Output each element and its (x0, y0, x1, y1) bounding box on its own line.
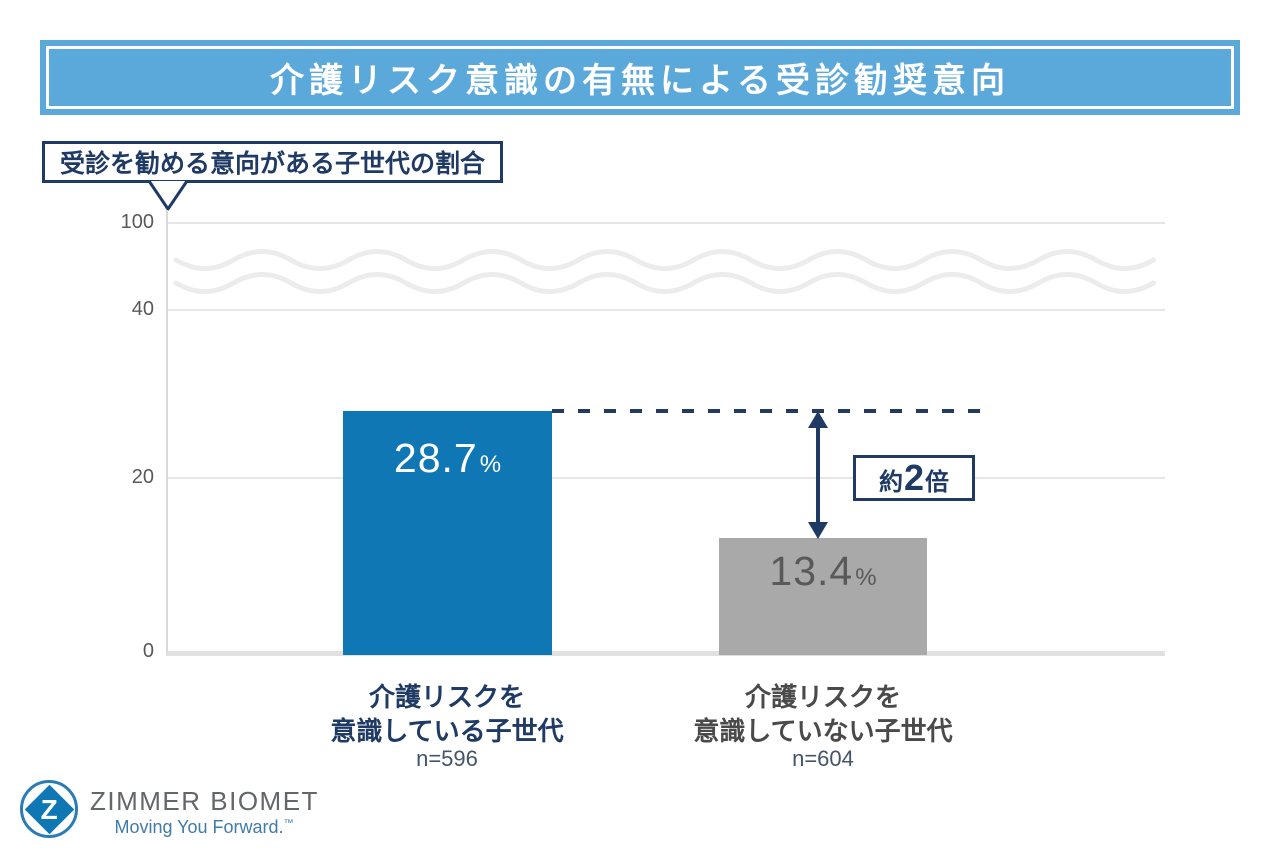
bar-aware-value: 28.7 % (394, 435, 501, 655)
category-unaware-line2: 意識していない子世代 (693, 716, 953, 746)
y-tick-20: 20 (131, 466, 154, 488)
logo-tagline: Moving You Forward.™ (90, 817, 318, 838)
gridline-40 (168, 309, 1165, 311)
gridline-100 (168, 222, 1165, 224)
axis-callout-box: 受診を勧める意向がある子世代の割合 (42, 141, 504, 183)
sample-size-aware: n=596 (416, 746, 478, 771)
bar-unaware-group: 13.4 % (719, 538, 927, 655)
callout-tail-pointer (147, 180, 189, 211)
ratio-prefix: 約 (878, 469, 903, 496)
page-title: 介護リスク意識の有無による受診勧奨意向 (270, 62, 1010, 100)
x-axis-baseline (167, 651, 1165, 656)
category-aware-line1: 介護リスクを (368, 682, 525, 712)
y-tick-0: 0 (142, 640, 154, 662)
bar-aware-value-number: 28.7 (393, 435, 478, 481)
bar-unaware-value-unit: % (855, 564, 877, 591)
bar-unaware-value-number: 13.4 (769, 548, 854, 594)
trademark-symbol: ™ (283, 818, 294, 829)
bar-aware-value-unit: % (479, 451, 502, 478)
category-aware-line2: 意識している子世代 (330, 716, 564, 746)
axis-callout-label: 受診を勧める意向がある子世代の割合 (60, 150, 486, 178)
category-label-aware: 介護リスクを 意識している子世代 (317, 680, 577, 748)
logo-tagline-text: Moving You Forward. (114, 817, 284, 837)
y-tick-100: 100 (120, 211, 154, 233)
sample-size-unaware: n=604 (792, 746, 854, 771)
ratio-number: 2 (903, 457, 925, 498)
gridline-20 (168, 477, 1165, 479)
bar-aware-group: 28.7 % (343, 411, 552, 655)
comparison-arrow (808, 411, 828, 539)
title-banner: 介護リスク意識の有無による受診勧奨意向 (40, 40, 1240, 115)
axis-break-waves (173, 249, 1156, 294)
bar-unaware-value: 13.4 % (769, 548, 876, 655)
logo-letter: Z (40, 792, 58, 824)
category-unaware-line1: 介護リスクを (744, 682, 901, 712)
zimmer-biomet-logo-icon: Z (20, 780, 78, 838)
ratio-annotation-box: 約 2 倍 (853, 455, 975, 501)
category-label-unaware: 介護リスクを 意識していない子世代 (688, 680, 958, 748)
y-axis-line (166, 210, 168, 656)
reference-dashed-line (552, 409, 990, 413)
y-tick-40: 40 (131, 298, 154, 320)
logo-brand-name: ZIMMER BIOMET (90, 786, 319, 816)
ratio-suffix: 倍 (925, 469, 950, 496)
logo-diamond-shape: Z (24, 784, 74, 834)
